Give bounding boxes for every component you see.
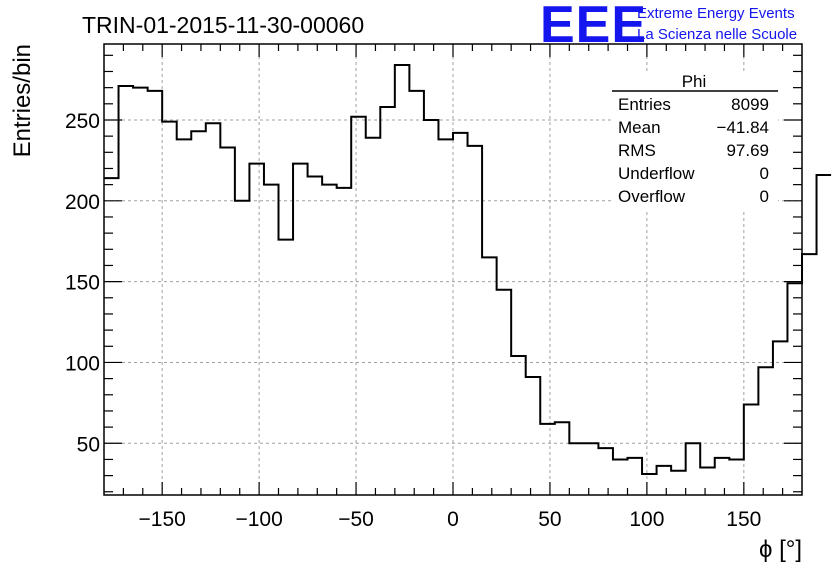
x-tick-label: 100 [629, 508, 664, 531]
stats-box: Phi Entries 8099 Mean −41.84 RMS 97.69 U… [612, 71, 778, 209]
y-axis-title: Entries/bin [9, 44, 36, 157]
x-axis-title: ϕ [°] [759, 536, 802, 563]
histogram-line [104, 64, 832, 475]
tick-labels: −150 −100 −50 0 50 100 150 50 100 150 200 250 [65, 110, 761, 531]
stats-box-title: Phi [682, 72, 707, 91]
logo-line-2: La Scienza nelle Scuole [637, 26, 797, 43]
y-tick-label: 50 [77, 433, 100, 456]
stat-value-mean: −41.84 [717, 118, 769, 137]
x-tick-label: 150 [726, 508, 761, 531]
axis-ticks [104, 44, 802, 495]
logo-line-1: Extreme Energy Events [637, 5, 795, 22]
stat-value-rms: 97.69 [726, 141, 769, 160]
stat-label-rms: RMS [618, 141, 656, 160]
x-tick-label: 0 [447, 508, 459, 531]
stat-value-entries: 8099 [731, 95, 769, 114]
x-tick-label: 50 [538, 508, 561, 531]
stat-value-underflow: 0 [760, 164, 769, 183]
y-tick-label: 100 [65, 352, 100, 375]
stat-label-mean: Mean [618, 118, 661, 137]
y-tick-label: 250 [65, 110, 100, 133]
x-tick-label: −100 [235, 508, 282, 531]
stat-label-underflow: Underflow [618, 164, 695, 183]
y-tick-label: 150 [65, 272, 100, 295]
x-tick-label: −50 [338, 508, 374, 531]
y-tick-label: 200 [65, 191, 100, 214]
stats-box-background [612, 71, 778, 209]
stat-label-overflow: Overflow [618, 187, 686, 206]
chart-title: TRIN-01-2015-11-30-00060 [82, 12, 364, 38]
stat-label-entries: Entries [618, 95, 671, 114]
eee-logo: EEE Extreme Energy Events La Scienza nel… [540, 0, 797, 54]
stat-value-overflow: 0 [760, 187, 769, 206]
grid-lines [104, 44, 802, 495]
logo-mark: EEE [540, 0, 647, 54]
x-tick-label: −150 [139, 508, 186, 531]
